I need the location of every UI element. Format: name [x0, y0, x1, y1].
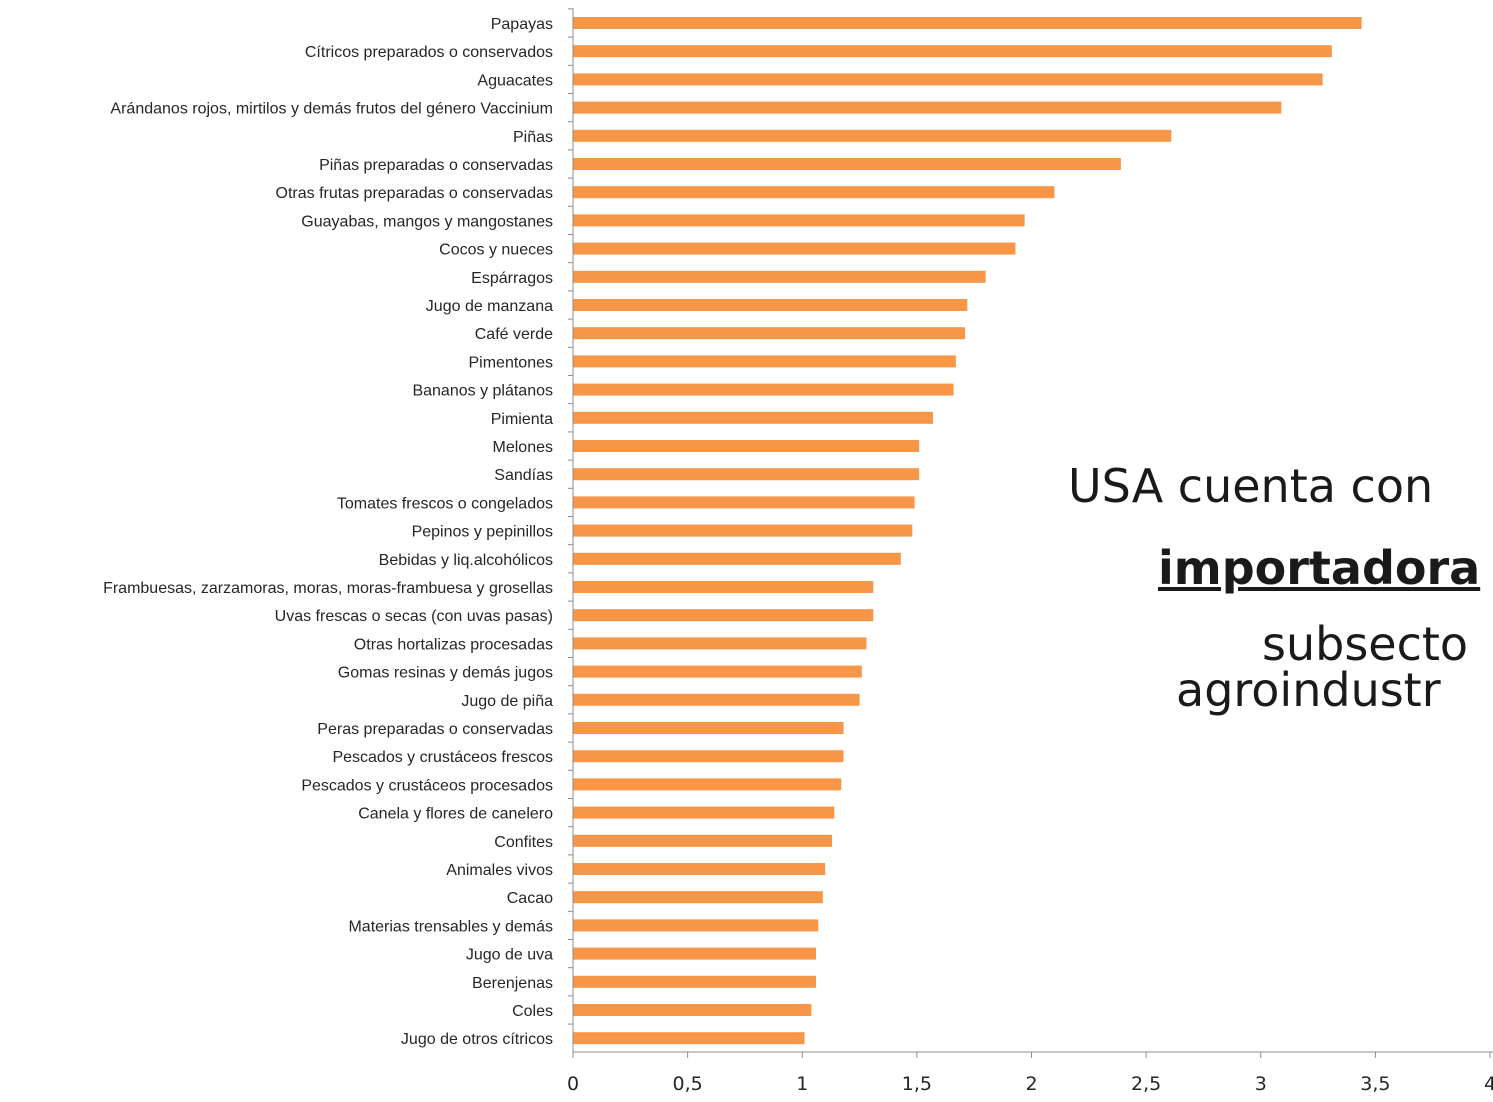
category-label: Café verde [475, 326, 553, 343]
bar [573, 468, 920, 481]
bar [573, 327, 966, 340]
category-label: Bananos y plátanos [412, 383, 553, 400]
category-label: Melones [493, 439, 553, 456]
bar [573, 552, 901, 565]
category-label: Jugo de manzana [426, 298, 553, 315]
bar [573, 693, 860, 706]
category-label: Gomas resinas y demás jugos [338, 665, 553, 682]
category-label: Peras preparadas o conservadas [317, 721, 553, 738]
category-label: Animales vivos [446, 862, 553, 879]
category-label: Piñas [513, 129, 553, 146]
category-label: Papayas [491, 16, 553, 33]
category-label: Pescados y crustáceos procesados [301, 777, 553, 794]
bar [573, 609, 874, 622]
bar [573, 581, 874, 593]
bar [573, 355, 956, 368]
category-label: Pimentones [469, 354, 554, 371]
bar [573, 975, 817, 988]
bar [573, 186, 1055, 199]
bar [573, 863, 826, 875]
bar [573, 806, 835, 819]
x-tick-labels: 0 0,5 1 1,5 2 2,5 3 3,5 4 [567, 1073, 1493, 1095]
bar [573, 383, 954, 396]
bar [573, 750, 844, 763]
category-label: Coles [512, 1003, 553, 1020]
bar [573, 17, 1362, 29]
category-label: Jugo de piña [461, 693, 553, 710]
bar [573, 440, 920, 452]
category-label: Guayabas, mangos y mangostanes [301, 213, 553, 230]
category-label: Cacao [507, 890, 553, 907]
x-tick-label: 0,5 [673, 1073, 703, 1095]
bar [573, 496, 915, 509]
x-tick-label: 2,5 [1131, 1073, 1161, 1095]
bar [573, 411, 933, 424]
category-label: Berenjenas [472, 975, 553, 992]
x-tick-label: 1 [796, 1073, 808, 1095]
bar [573, 947, 817, 960]
category-label: Pescados y crustáceos frescos [332, 749, 553, 766]
category-label: Sandías [494, 467, 553, 484]
category-label: Piñas preparadas o conservadas [319, 157, 553, 174]
x-tick-label: 0 [567, 1073, 579, 1095]
category-label: Otras hortalizas procesadas [354, 636, 553, 653]
category-label: Aguacates [477, 72, 553, 89]
x-tick-label: 2 [1025, 1073, 1037, 1095]
bar [573, 919, 819, 932]
bar [573, 524, 913, 537]
bar [573, 637, 867, 650]
bar [573, 834, 833, 847]
bar [573, 73, 1323, 86]
category-label: Pimienta [491, 411, 553, 428]
category-label: Materias trensables y demás [348, 918, 553, 935]
category-label: Frambuesas, zarzamoras, moras, moras-fra… [103, 580, 553, 597]
bar [573, 242, 1016, 255]
bar [573, 665, 862, 678]
category-label: Confites [494, 834, 553, 851]
category-label: Canela y flores de canelero [358, 806, 553, 823]
bar [573, 1032, 805, 1045]
x-tick-label: 4 [1484, 1073, 1493, 1095]
category-labels: Papayas Cítricos preparados o conservados… [103, 16, 553, 1048]
bar [573, 299, 968, 311]
bar [573, 1004, 812, 1016]
category-label: Cocos y nueces [439, 242, 553, 259]
category-label: Otras frutas preparadas o conservadas [276, 185, 553, 202]
x-tick-label: 3 [1255, 1073, 1267, 1095]
category-label: Cítricos preparados o conservados [305, 44, 553, 61]
category-label: Jugo de uva [466, 947, 553, 964]
category-label: Pepinos y pepinillos [412, 524, 553, 541]
category-label: Espárragos [471, 270, 553, 287]
bar [573, 270, 986, 283]
x-tick-label: 3,5 [1360, 1073, 1390, 1095]
bar [573, 214, 1025, 227]
axes [568, 8, 1493, 1058]
bar [573, 45, 1332, 58]
x-tick-label: 1,5 [902, 1073, 932, 1095]
bar [573, 778, 842, 791]
category-label: Uvas frescas o secas (con uvas pasas) [275, 608, 553, 625]
bar [573, 722, 844, 734]
bar [573, 101, 1282, 114]
category-label: Jugo de otros cítricos [401, 1031, 553, 1048]
category-label: Arándanos rojos, mirtilos y demás frutos… [110, 101, 553, 118]
bar [573, 158, 1121, 170]
bar [573, 129, 1172, 142]
category-label: Tomates frescos o congelados [337, 495, 553, 512]
category-label: Bebidas y liq.alcohólicos [379, 552, 553, 569]
bars-group [573, 17, 1362, 1045]
bar [573, 891, 823, 904]
